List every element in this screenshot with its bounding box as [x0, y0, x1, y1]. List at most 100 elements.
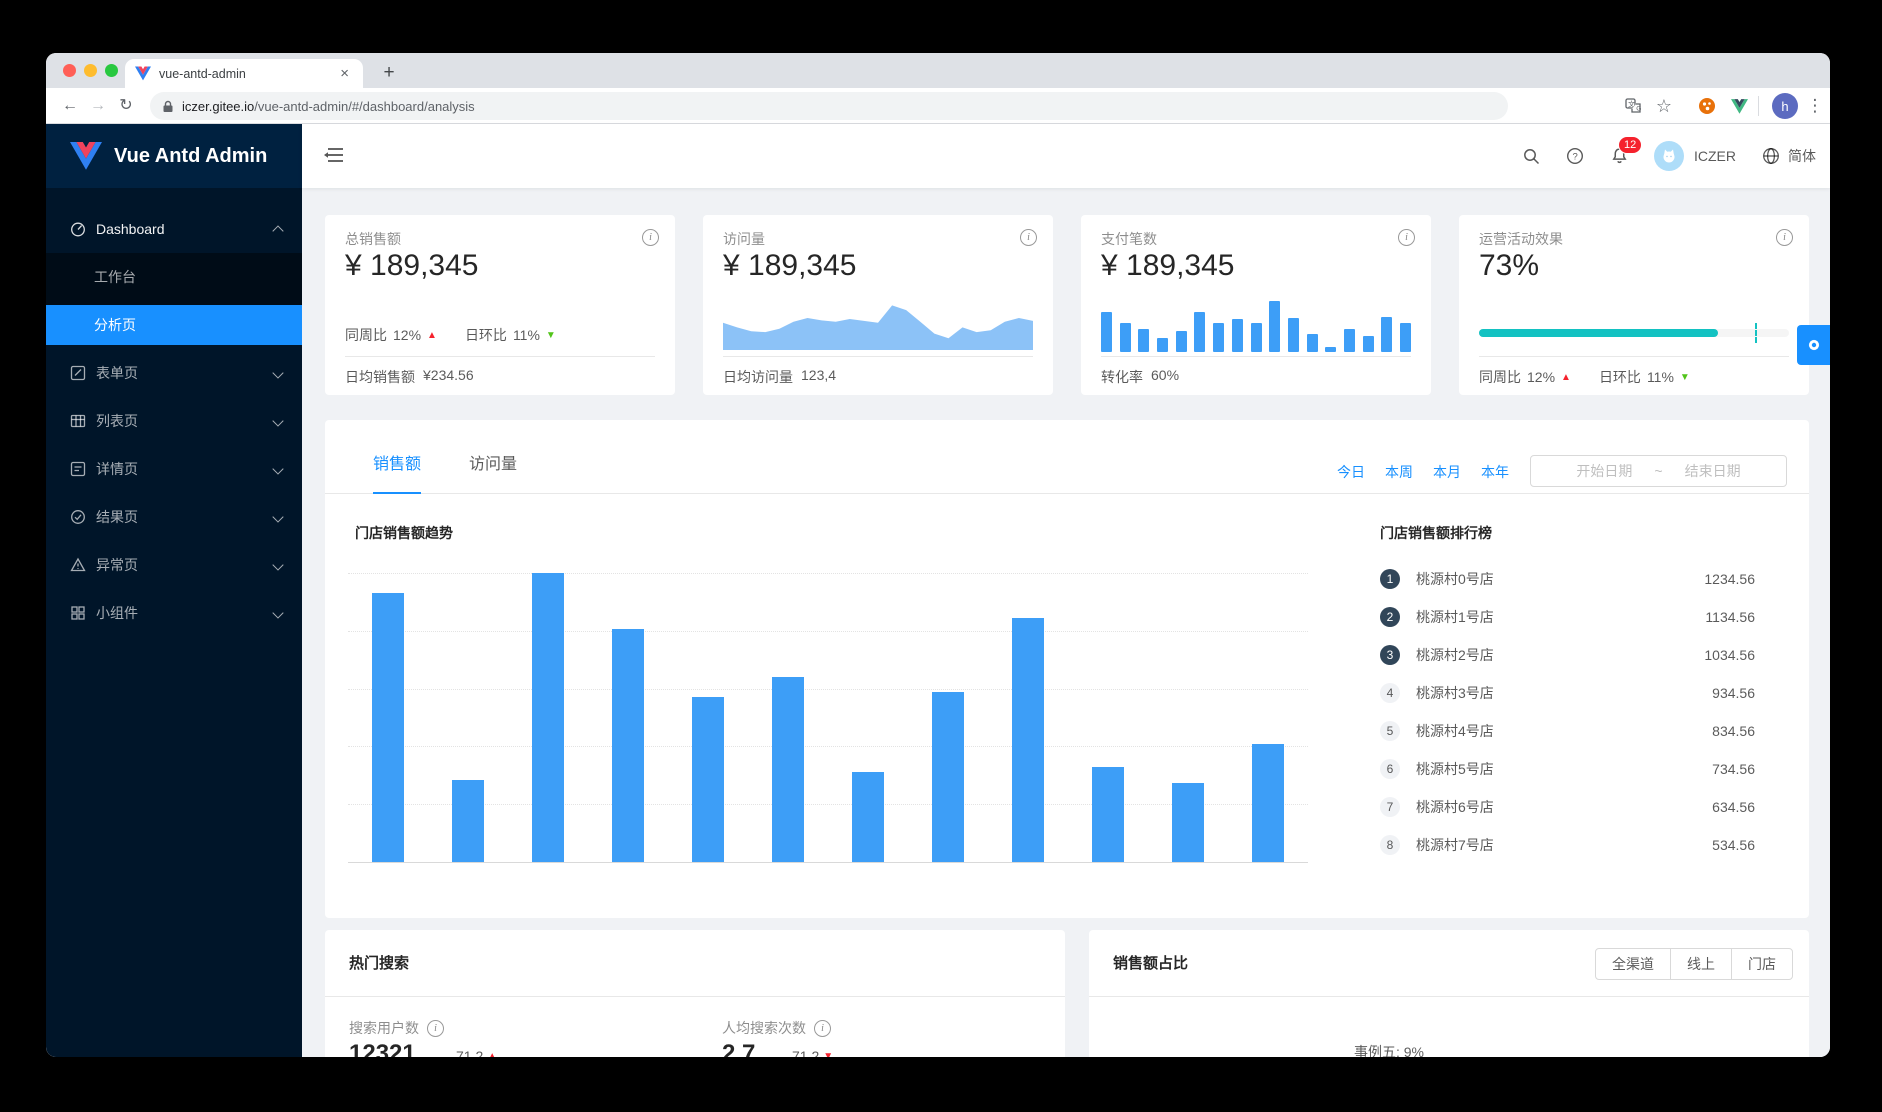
browser-toolbar: ← → ↻ iczer.gitee.io/vue-antd-admin/#/da…: [46, 88, 1830, 124]
rank-badge: 7: [1380, 797, 1400, 817]
mini-bar: [1400, 323, 1411, 352]
dashboard-icon: [70, 221, 86, 237]
sidebar-item-forms[interactable]: 表单页: [46, 353, 302, 393]
trend-day: 日环比 11% ▼: [1599, 367, 1690, 387]
new-tab-button[interactable]: +: [383, 62, 395, 83]
window-close-button[interactable]: [63, 64, 76, 77]
pie-slice-label: 事例五: 9%: [1353, 1044, 1424, 1057]
sidebar-item-widgets[interactable]: 小组件: [46, 593, 302, 633]
mini-bar: [1343, 328, 1355, 352]
extension-icon[interactable]: [1696, 95, 1718, 117]
back-button[interactable]: ←: [62, 97, 78, 114]
date-start-placeholder: 开始日期: [1576, 463, 1633, 479]
hot-search-card: 热门搜索 搜索用户数 i 12321 71.2 ▲ 人均搜索次数 i 2.7 7…: [325, 930, 1065, 1057]
sidebar-item-lists[interactable]: 列表页: [46, 401, 302, 441]
reload-button[interactable]: ↻: [119, 97, 133, 114]
card-divider: [1089, 996, 1809, 997]
trend-value: 11%: [1646, 369, 1674, 385]
bookmark-star-icon[interactable]: ☆: [1655, 95, 1673, 116]
footer-value: 60%: [1151, 367, 1180, 383]
info-icon[interactable]: i: [814, 1019, 831, 1037]
info-icon[interactable]: i: [642, 229, 659, 246]
search-icon[interactable]: [1522, 147, 1540, 165]
gear-icon: [1808, 339, 1819, 351]
forward-button[interactable]: →: [90, 97, 106, 114]
date-range-input[interactable]: 开始日期 ~ 结束日期: [1530, 455, 1787, 487]
info-icon[interactable]: i: [1020, 229, 1037, 246]
user-avatar[interactable]: [1654, 141, 1684, 171]
mini-bar: [1250, 323, 1262, 352]
tab-sales[interactable]: 销售额: [373, 450, 422, 494]
sidebar-item-workplace[interactable]: 工作台: [46, 257, 302, 297]
url-text: iczer.gitee.io/vue-antd-admin/#/dashboar…: [182, 99, 475, 114]
browser-profile-avatar[interactable]: h: [1772, 93, 1798, 119]
mini-bar: [1231, 319, 1243, 352]
rank-store-value: 634.56: [1712, 799, 1755, 815]
url-bar[interactable]: iczer.gitee.io/vue-antd-admin/#/dashboar…: [150, 92, 1508, 120]
channel-button[interactable]: 门店: [1731, 948, 1793, 980]
info-icon[interactable]: i: [1398, 229, 1415, 246]
app-logo-text: Vue Antd Admin: [114, 144, 268, 167]
quick-range-link[interactable]: 本周: [1385, 464, 1413, 480]
tab-visits[interactable]: 访问量: [469, 456, 518, 473]
browser-tab[interactable]: vue-antd-admin ×: [125, 59, 363, 88]
stat-card-footer: 日均销售额 ¥234.56: [345, 367, 474, 387]
gridline: [348, 689, 1308, 690]
stat-card-payments: 支付笔数 i ¥ 189,345 转化率 60%: [1081, 215, 1431, 395]
channel-button[interactable]: 全渠道: [1595, 948, 1671, 980]
sidebar-item-dashboard[interactable]: Dashboard: [46, 209, 302, 249]
url-path: /vue-antd-admin/#/dashboard/analysis: [254, 98, 475, 114]
channel-button[interactable]: 线上: [1670, 948, 1732, 980]
settings-fab[interactable]: [1797, 325, 1830, 365]
tab-title: vue-antd-admin: [159, 66, 246, 81]
globe-icon[interactable]: [1762, 147, 1780, 165]
caret-up-icon: ▲: [1561, 371, 1571, 383]
sidebar-item-label: 结果页: [96, 509, 138, 525]
bell-icon[interactable]: 12: [1610, 136, 1643, 165]
vue-devtools-icon[interactable]: [1728, 95, 1750, 117]
quick-range-link[interactable]: 今日: [1337, 464, 1365, 480]
trend-bar: [852, 772, 884, 862]
mini-bar: [1213, 323, 1225, 352]
help-icon[interactable]: ?: [1566, 147, 1584, 165]
sales-tabs: 销售额 访问量: [373, 450, 517, 494]
rank-store-value: 934.56: [1712, 685, 1755, 701]
quick-range-link[interactable]: 本月: [1433, 464, 1461, 480]
username[interactable]: ICZER: [1694, 148, 1736, 164]
sidebar-item-label: Dashboard: [96, 221, 165, 237]
mini-bar: [1306, 333, 1318, 352]
browser-menu-icon[interactable]: ⋮: [1806, 96, 1824, 115]
mini-bar: [1269, 301, 1281, 352]
window-minimize-button[interactable]: [84, 64, 97, 77]
toolbar-divider: [1758, 96, 1759, 116]
quick-range-link[interactable]: 本年: [1481, 464, 1509, 480]
stat-card-footer: 转化率 60%: [1101, 367, 1179, 387]
window-zoom-button[interactable]: [105, 64, 118, 77]
locale-switcher[interactable]: 简体: [1788, 148, 1816, 164]
lock-icon: [163, 100, 173, 112]
sidebar-item-exceptions[interactable]: 异常页: [46, 545, 302, 585]
ranking-row: 8 桃源村7号店 534.56: [1380, 826, 1755, 864]
rank-store-value: 1234.56: [1704, 571, 1755, 587]
menu-fold-icon[interactable]: [324, 146, 344, 166]
gridline: [348, 573, 1308, 574]
metric-label-text: 搜索用户数: [349, 1020, 419, 1036]
stat-card-value: ¥ 189,345: [1101, 249, 1235, 282]
info-icon[interactable]: i: [427, 1019, 444, 1037]
profile-icon: [70, 461, 86, 477]
info-icon[interactable]: i: [1776, 229, 1793, 246]
gridline: [348, 746, 1308, 747]
stat-card-total-sales: 总销售额 i ¥ 189,345 同周比 12% ▲ 日环比 11% ▼: [325, 215, 675, 395]
sidebar-item-results[interactable]: 结果页: [46, 497, 302, 537]
cat-avatar-icon: [1663, 149, 1675, 163]
rank-store-value: 534.56: [1712, 837, 1755, 853]
notification-badge: 12: [1618, 136, 1643, 154]
sidebar-item-label: 小组件: [96, 605, 138, 621]
app-logo[interactable]: Vue Antd Admin: [46, 124, 302, 188]
metric-value-search-users: 12321: [349, 1040, 416, 1057]
sidebar-item-details[interactable]: 详情页: [46, 449, 302, 489]
tab-close-icon[interactable]: ×: [340, 65, 349, 82]
mini-bar: [1287, 317, 1299, 352]
sidebar-item-analysis[interactable]: 分析页: [46, 305, 302, 345]
